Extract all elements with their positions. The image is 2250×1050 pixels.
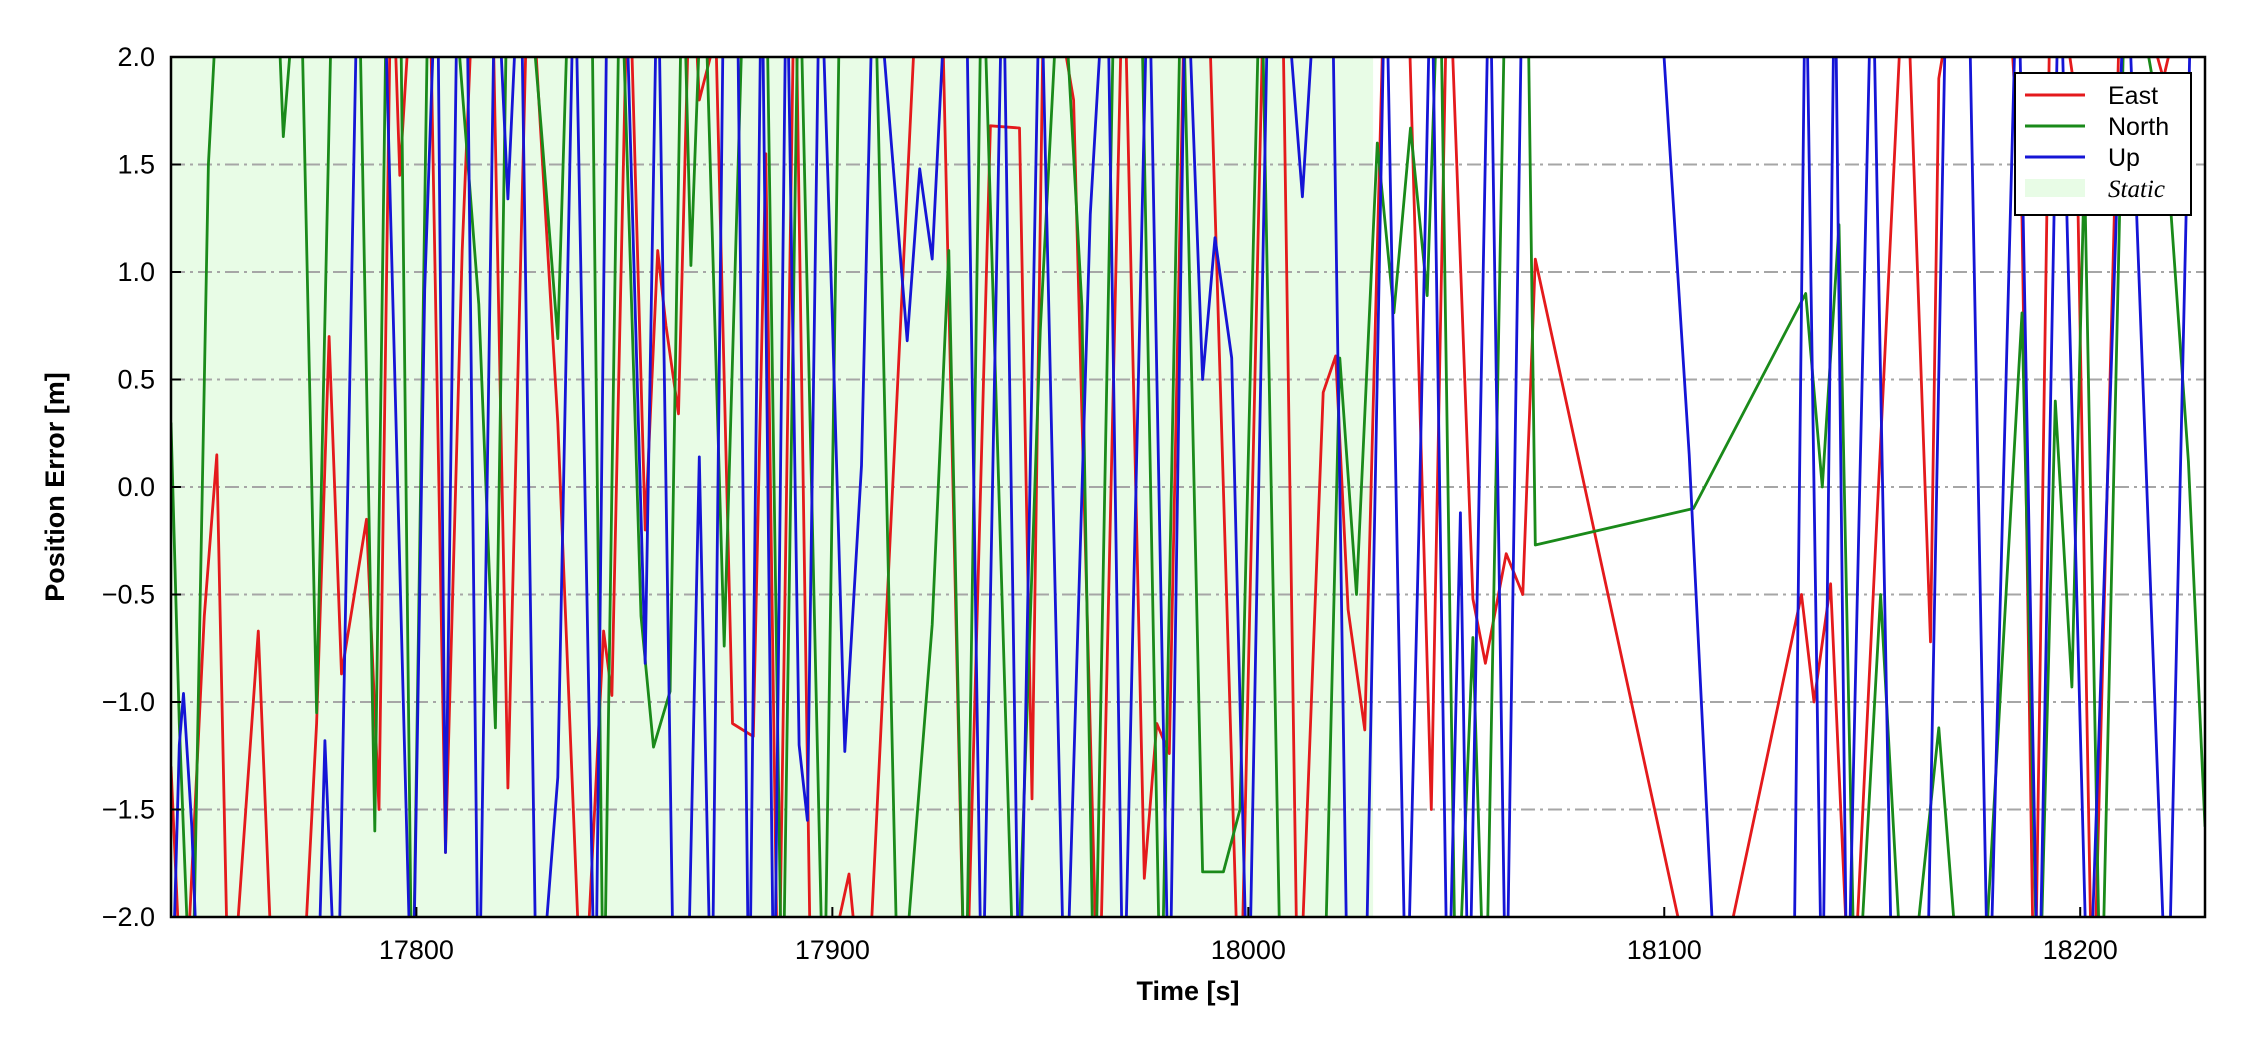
y-tick-label-4: 0.0 (117, 472, 155, 502)
legend-label-east: East (2108, 82, 2158, 110)
y-tick-label-3: −0.5 (102, 580, 155, 610)
y-tick-label-1: −1.5 (102, 795, 155, 825)
legend-swatch-static (2025, 179, 2085, 197)
x-tick-label-2: 18000 (1211, 935, 1286, 965)
x-tick-label-1: 17900 (795, 935, 870, 965)
legend-label-static: Static (2108, 176, 2165, 203)
y-tick-label-5: 0.5 (117, 365, 155, 395)
x-tick-label-4: 18200 (2043, 935, 2118, 965)
y-tick-label-7: 1.5 (117, 150, 155, 180)
y-tick-label-6: 1.0 (117, 257, 155, 287)
series-line-north (171, 57, 2205, 917)
x-axis-label: Time [s] (1136, 976, 1239, 1006)
x-tick-label-3: 18100 (1627, 935, 1702, 965)
x-tick-label-0: 17800 (379, 935, 454, 965)
y-tick-label-2: −1.0 (102, 687, 155, 717)
legend: East North Up Static (2014, 72, 2192, 216)
y-axis-label: Position Error [m] (40, 372, 70, 602)
legend-label-up: Up (2108, 144, 2140, 172)
legend-label-north: North (2108, 113, 2169, 141)
y-tick-label-0: −2.0 (102, 902, 155, 932)
y-tick-label-8: 2.0 (117, 42, 155, 72)
tick-layer: 17800 17900 18000 18100 18200 −2.0 −1.5 −1.0 −0.… (102, 42, 2118, 965)
series-layer (171, 57, 2205, 917)
